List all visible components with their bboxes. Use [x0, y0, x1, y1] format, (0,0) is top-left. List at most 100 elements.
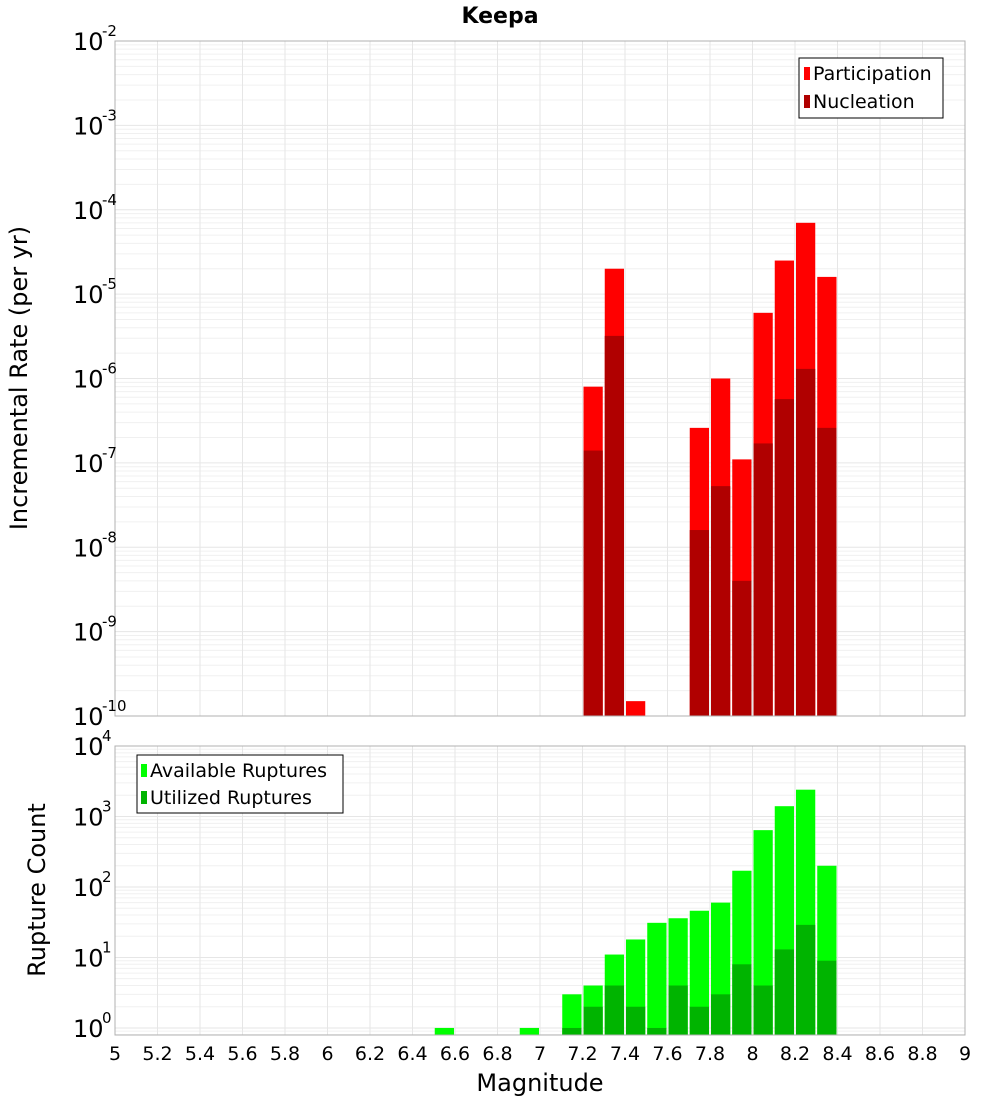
top-bar-nucleation	[817, 427, 837, 716]
y-tick-label: 10-5	[73, 275, 117, 309]
bottom-bar-utilized-ruptures	[626, 1006, 646, 1035]
y-tick-base: 10	[73, 281, 104, 309]
top-bar-nucleation	[796, 368, 816, 716]
y-tick-label: 104	[73, 727, 112, 761]
top-bar-nucleation	[711, 486, 731, 716]
y-tick-base: 10	[73, 619, 104, 647]
y-tick-exponent: 3	[102, 797, 112, 815]
bottom-legend-box	[136, 754, 344, 814]
bottom-bar-utilized-ruptures	[562, 1027, 582, 1035]
y-tick-exponent: -6	[102, 360, 117, 378]
x-tick-label: 7.6	[652, 1043, 682, 1065]
chart-title: Keepa	[461, 4, 538, 29]
legend-label-utilized-ruptures: Utilized Ruptures	[150, 787, 312, 809]
y-tick-exponent: -4	[102, 191, 117, 209]
y-tick-base: 10	[73, 534, 104, 562]
top-plot-area	[114, 40, 966, 717]
y-tick-label: 103	[73, 797, 112, 831]
x-tick-label: 5.8	[270, 1043, 300, 1065]
y-tick-exponent: -5	[102, 275, 117, 293]
y-tick-base: 10	[73, 450, 104, 478]
top-legend-box	[798, 57, 944, 119]
x-tick-label: 6.2	[355, 1043, 385, 1065]
y-tick-base: 10	[73, 28, 104, 56]
top-y-axis-label: Incremental Rate (per yr)	[5, 226, 33, 530]
y-tick-base: 10	[73, 874, 104, 902]
top-bar-nucleation	[732, 580, 752, 716]
y-tick-label: 100	[73, 1009, 112, 1043]
legend-swatch-available-ruptures	[141, 764, 147, 777]
top-legend: Participation Nucleation	[798, 57, 944, 119]
bottom-bar-utilized-ruptures	[689, 1006, 709, 1035]
y-tick-exponent: -3	[102, 106, 117, 124]
x-tick-label: 6.6	[440, 1043, 470, 1065]
bottom-y-axis-label: Rupture Count	[23, 803, 51, 977]
bottom-bar-available-ruptures	[689, 910, 709, 1035]
y-tick-label: 10-4	[73, 191, 117, 225]
x-tick-label: 5	[109, 1043, 121, 1065]
y-tick-label: 10-3	[73, 106, 117, 140]
y-tick-exponent: -8	[102, 528, 117, 546]
x-tick-label: 5.2	[142, 1043, 172, 1065]
top-bar-nucleation	[774, 399, 794, 716]
bottom-bar-utilized-ruptures	[583, 1006, 603, 1035]
x-tick-label: 8.6	[865, 1043, 895, 1065]
top-bar-nucleation	[689, 530, 709, 716]
x-tick-label: 5.6	[227, 1043, 257, 1065]
legend-swatch-utilized-ruptures	[141, 791, 147, 804]
top-bar-nucleation	[604, 335, 624, 716]
x-tick-label: 8	[746, 1043, 758, 1065]
y-tick-label: 10-9	[73, 613, 117, 647]
x-axis-ticks: 5 5.2 5.4 5.6 5.8 6 6.2 6.4 6.6 6.8 7 7.2 7.4 7.6 7.8 8…	[109, 1043, 971, 1065]
bottom-legend: Available Ruptures Utilized Ruptures	[136, 754, 344, 814]
bottom-bar-available-ruptures	[434, 1027, 454, 1035]
top-plot-gridlines	[114, 41, 966, 717]
bottom-plot-area	[114, 745, 966, 1036]
x-axis-label: Magnitude	[476, 1069, 603, 1097]
bottom-bar-utilized-ruptures	[796, 924, 816, 1035]
y-tick-base: 10	[73, 703, 104, 731]
bottom-bar-utilized-ruptures	[604, 985, 624, 1035]
x-tick-label: 6	[321, 1043, 333, 1065]
bottom-bar-utilized-ruptures	[647, 1027, 667, 1035]
x-tick-label: 9	[959, 1043, 971, 1065]
legend-swatch-participation	[804, 67, 810, 80]
legend-swatch-nucleation	[804, 95, 810, 108]
y-tick-label: 10-6	[73, 360, 117, 394]
bottom-bar-utilized-ruptures	[711, 994, 731, 1035]
y-tick-label: 10-2	[73, 22, 117, 56]
y-tick-base: 10	[73, 1015, 104, 1043]
x-tick-label: 8.2	[780, 1043, 810, 1065]
x-tick-label: 7.8	[695, 1043, 725, 1065]
bottom-bar-available-ruptures	[753, 830, 773, 1035]
bottom-bar-utilized-ruptures	[753, 985, 773, 1035]
bottom-bar-utilized-ruptures	[732, 964, 752, 1035]
x-tick-label: 8.8	[907, 1043, 937, 1065]
bottom-bar-available-ruptures	[647, 922, 667, 1035]
y-tick-base: 10	[73, 112, 104, 140]
bottom-bar-available-ruptures	[562, 994, 582, 1035]
top-bar-participation	[626, 701, 646, 716]
y-tick-exponent: -9	[102, 613, 117, 631]
legend-label-available-ruptures: Available Ruptures	[150, 760, 327, 782]
y-tick-label: 101	[73, 938, 112, 972]
x-tick-label: 6.4	[397, 1043, 427, 1065]
legend-label-participation: Participation	[813, 63, 932, 85]
y-tick-exponent: 1	[102, 938, 112, 956]
y-tick-exponent: 0	[102, 1009, 112, 1027]
x-tick-label: 5.4	[185, 1043, 215, 1065]
bottom-plot-bars	[434, 789, 837, 1035]
x-tick-label: 7	[534, 1043, 546, 1065]
y-tick-label: 102	[73, 868, 112, 902]
y-tick-exponent: 2	[102, 868, 112, 886]
x-tick-label: 8.4	[822, 1043, 852, 1065]
y-tick-label: 10-7	[73, 444, 117, 478]
bottom-bar-utilized-ruptures	[774, 949, 794, 1035]
y-tick-base: 10	[73, 803, 104, 831]
y-tick-exponent: -2	[102, 22, 117, 40]
bottom-bar-available-ruptures	[519, 1027, 539, 1035]
x-tick-label: 6.8	[482, 1043, 512, 1065]
y-tick-base: 10	[73, 366, 104, 394]
